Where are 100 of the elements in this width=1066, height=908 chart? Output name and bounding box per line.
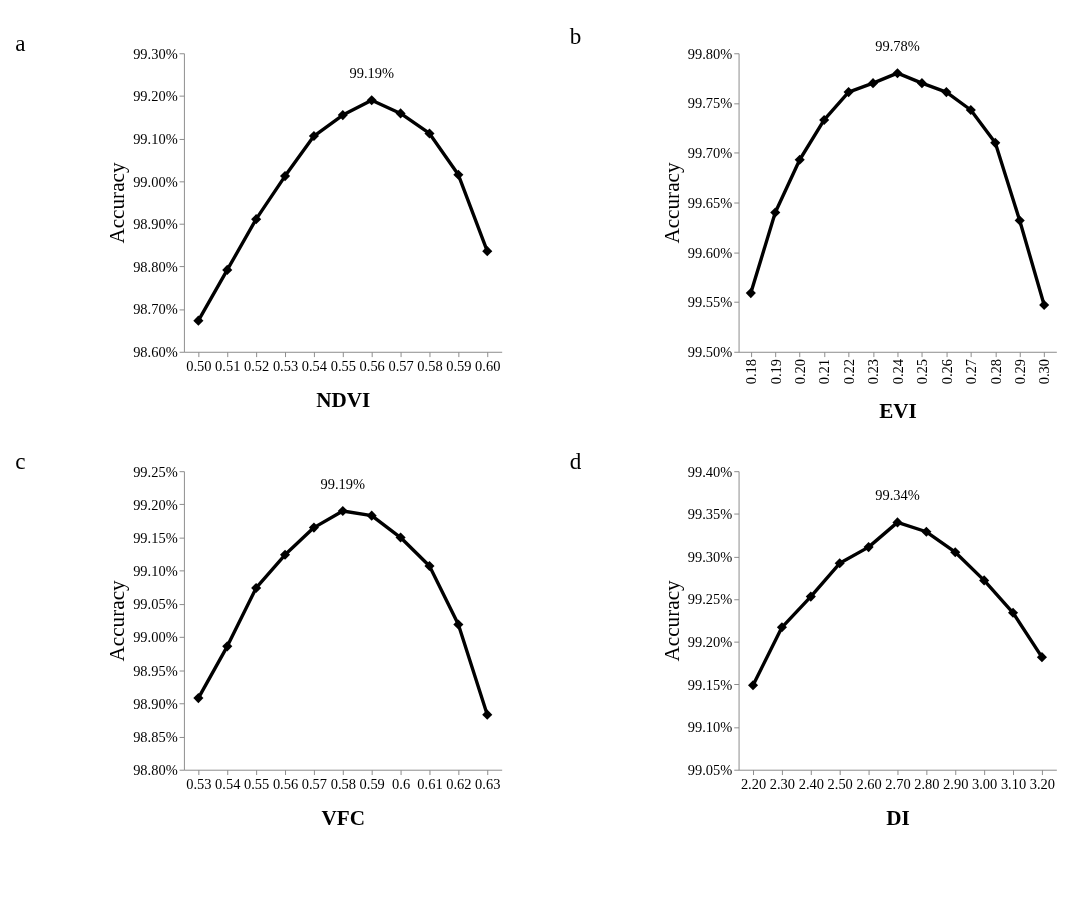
point	[863, 542, 874, 553]
point	[193, 693, 204, 704]
point	[366, 95, 377, 106]
point	[222, 641, 233, 652]
point	[308, 522, 319, 533]
point	[395, 108, 406, 119]
point	[193, 315, 204, 326]
x-tick-label: 0.53	[186, 775, 212, 792]
y-tick-label: 99.10%	[133, 563, 178, 580]
x-tick-label: 2.40	[798, 775, 824, 792]
point	[770, 207, 781, 218]
y-tick-label: 98.80%	[133, 762, 178, 779]
point	[366, 510, 377, 521]
y-tick-label: 99.00%	[133, 629, 178, 646]
point	[950, 547, 961, 558]
y-tick-label: 99.40%	[687, 463, 733, 480]
x-tick-label: 2.50	[827, 775, 853, 792]
point	[424, 128, 435, 139]
y-tick-label: 99.05%	[133, 596, 178, 613]
x-tick-label: 0.56	[359, 357, 385, 374]
point	[1014, 215, 1025, 226]
x-axis-title: NDVI	[316, 388, 371, 413]
point	[819, 114, 830, 125]
annotation: 99.19%	[349, 65, 394, 82]
point	[892, 517, 903, 528]
chart-title: c	[15, 448, 26, 475]
y-tick-label: 99.05%	[687, 762, 733, 779]
point	[921, 526, 932, 537]
y-tick-label: 98.85%	[133, 728, 178, 745]
point	[747, 680, 759, 691]
y-tick-label: 99.65%	[687, 194, 733, 211]
x-tick-label: 2.30	[769, 775, 796, 792]
point	[805, 591, 816, 602]
x-tick-label: 0.18	[743, 359, 760, 385]
point	[1039, 299, 1050, 311]
x-tick-label: 2.70	[885, 775, 911, 792]
point	[745, 288, 756, 299]
y-axis-title: Accuracy	[660, 579, 685, 662]
point	[834, 558, 845, 569]
point	[794, 154, 805, 165]
y-tick-label: 99.35%	[687, 506, 733, 523]
x-tick-label: 0.55	[244, 775, 270, 792]
x-tick-label: 0.24	[889, 359, 906, 385]
annotation: 99.34%	[875, 487, 920, 504]
x-tick-label: 0.59	[359, 775, 385, 792]
y-tick-label: 98.60%	[133, 344, 178, 361]
x-tick-label: 3.00	[972, 775, 998, 792]
x-tick-label: 0.61	[417, 775, 443, 792]
x-tick-label: 0.51	[215, 357, 241, 374]
x-tick-label: 2.60	[856, 775, 882, 792]
x-tick-label: 0.57	[301, 775, 328, 792]
point	[222, 264, 233, 275]
x-tick-label: 0.28	[987, 359, 1004, 385]
y-tick-label: 99.80%	[687, 45, 733, 62]
point	[867, 78, 879, 89]
y-tick-label: 98.90%	[133, 216, 178, 233]
y-tick-label: 99.30%	[133, 45, 178, 62]
x-tick-label: 3.20	[1029, 775, 1056, 792]
y-tick-label: 99.20%	[133, 496, 178, 513]
point	[251, 214, 262, 225]
x-tick-label: 0.57	[388, 357, 414, 374]
y-tick-label: 99.75%	[687, 95, 733, 112]
point	[776, 622, 787, 633]
y-tick-label: 99.20%	[133, 88, 178, 105]
x-tick-label: 0.25	[914, 359, 931, 385]
point	[965, 104, 976, 116]
y-tick-label: 98.95%	[133, 662, 178, 679]
point	[337, 505, 348, 517]
point	[453, 619, 464, 630]
point	[308, 130, 319, 142]
y-tick-label: 99.60%	[687, 244, 733, 261]
x-tick-label: 0.6	[392, 775, 411, 792]
x-tick-label: 0.59	[446, 357, 472, 374]
y-tick-label: 99.25%	[687, 591, 733, 608]
y-tick-label: 99.30%	[687, 548, 733, 565]
x-tick-label: 0.55	[330, 357, 356, 374]
y-tick-label: 99.20%	[687, 634, 733, 651]
x-tick-label: 0.20	[792, 359, 808, 385]
x-tick-label: 0.60	[475, 357, 501, 374]
x-tick-label: 0.62	[446, 775, 472, 792]
x-tick-label: 2.90	[943, 775, 969, 792]
y-tick-label: 98.70%	[133, 301, 178, 318]
y-tick-label: 99.10%	[687, 719, 733, 736]
x-tick-label: 0.26	[938, 359, 955, 385]
x-axis-title: DI	[886, 806, 910, 831]
y-tick-label: 99.15%	[687, 676, 733, 693]
y-axis-title: Accuracy	[660, 162, 685, 244]
point	[337, 110, 348, 121]
x-tick-label: 0.54	[301, 357, 328, 374]
point	[916, 78, 927, 89]
point	[979, 575, 990, 586]
point	[843, 87, 854, 98]
chart-title: a	[15, 30, 26, 57]
point	[482, 246, 493, 257]
x-axis-title: EVI	[879, 399, 917, 423]
x-tick-label: 0.54	[215, 775, 241, 792]
chart-title: b	[569, 23, 582, 50]
y-axis-title: Accuracy	[105, 162, 130, 244]
x-tick-label: 2.80	[914, 775, 940, 792]
y-tick-label: 99.55%	[687, 294, 733, 311]
